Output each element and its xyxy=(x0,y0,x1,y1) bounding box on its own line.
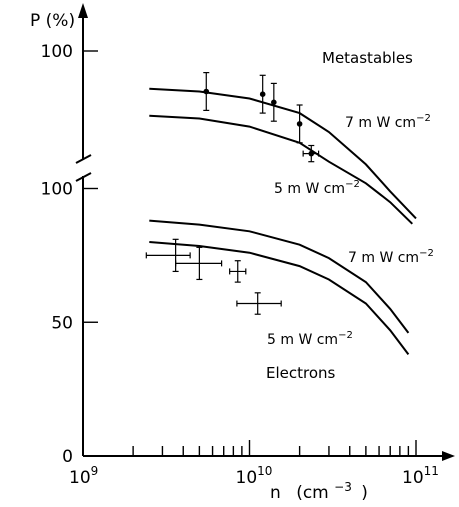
y-axis-label: P (%) xyxy=(30,11,75,31)
curve-metastables-0 xyxy=(149,87,417,220)
panel-label-metastables: Metastables xyxy=(322,49,413,67)
curve-label-metastables-5mW: 5 m W cm−2 xyxy=(274,179,360,197)
curve-electrons-0 xyxy=(149,219,410,334)
x-axis-label-unit: (cm xyxy=(296,483,329,503)
x-axis-arrowhead xyxy=(442,451,455,461)
x-tick-label: 1010 xyxy=(236,464,273,488)
axis-break-mark-bottom xyxy=(75,172,92,182)
data-point-metastables xyxy=(296,104,303,144)
data-points xyxy=(145,71,320,315)
data-point-metastables xyxy=(270,82,277,122)
x-axis-label: n (cm −3 ) xyxy=(270,476,368,503)
curve-metastables-1 xyxy=(149,114,413,225)
curve-label-electrons-7mW: 7 m W cm−2 xyxy=(348,248,434,266)
axes xyxy=(75,3,455,461)
data-point-metastables xyxy=(259,74,266,114)
x-tick-label: 1011 xyxy=(402,464,439,488)
x-tick-label: 109 xyxy=(69,464,98,488)
x-ticks: 109 1010 1011 xyxy=(69,440,439,488)
axis-break-mark-top xyxy=(75,154,92,164)
y-tick-label: 0 xyxy=(62,447,73,467)
y-tick-label: 50 xyxy=(51,313,73,333)
y-tick-label: 100 xyxy=(41,180,73,200)
curve-label-metastables-7mW: 7 m W cm−2 xyxy=(345,113,431,131)
curve-electrons-1 xyxy=(149,241,410,356)
y-tick-label: 100 xyxy=(41,42,73,62)
x-axis-label-base: n xyxy=(270,483,281,503)
data-point-electrons xyxy=(236,292,282,315)
x-axis-label-close: ) xyxy=(361,483,368,503)
data-point-electrons xyxy=(175,246,223,281)
data-point-electrons xyxy=(229,260,247,283)
y-ticks: 0 50 100 100 xyxy=(41,42,98,467)
x-axis-label-exp: −3 xyxy=(334,480,352,494)
curve-label-electrons-5mW: 5 m W cm−2 xyxy=(267,330,353,348)
data-point-metastables xyxy=(302,144,320,163)
panel-label-electrons: Electrons xyxy=(266,364,336,382)
y-axis-arrowhead xyxy=(78,3,88,18)
data-point-metastables xyxy=(203,71,210,112)
